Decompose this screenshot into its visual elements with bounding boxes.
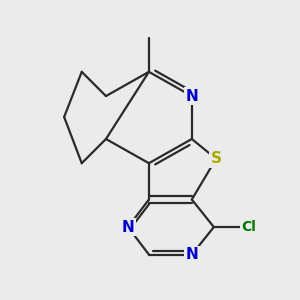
Text: S: S <box>211 151 221 166</box>
Text: N: N <box>122 220 134 235</box>
Text: Cl: Cl <box>242 220 256 234</box>
Text: N: N <box>185 247 198 262</box>
Text: N: N <box>185 88 198 104</box>
